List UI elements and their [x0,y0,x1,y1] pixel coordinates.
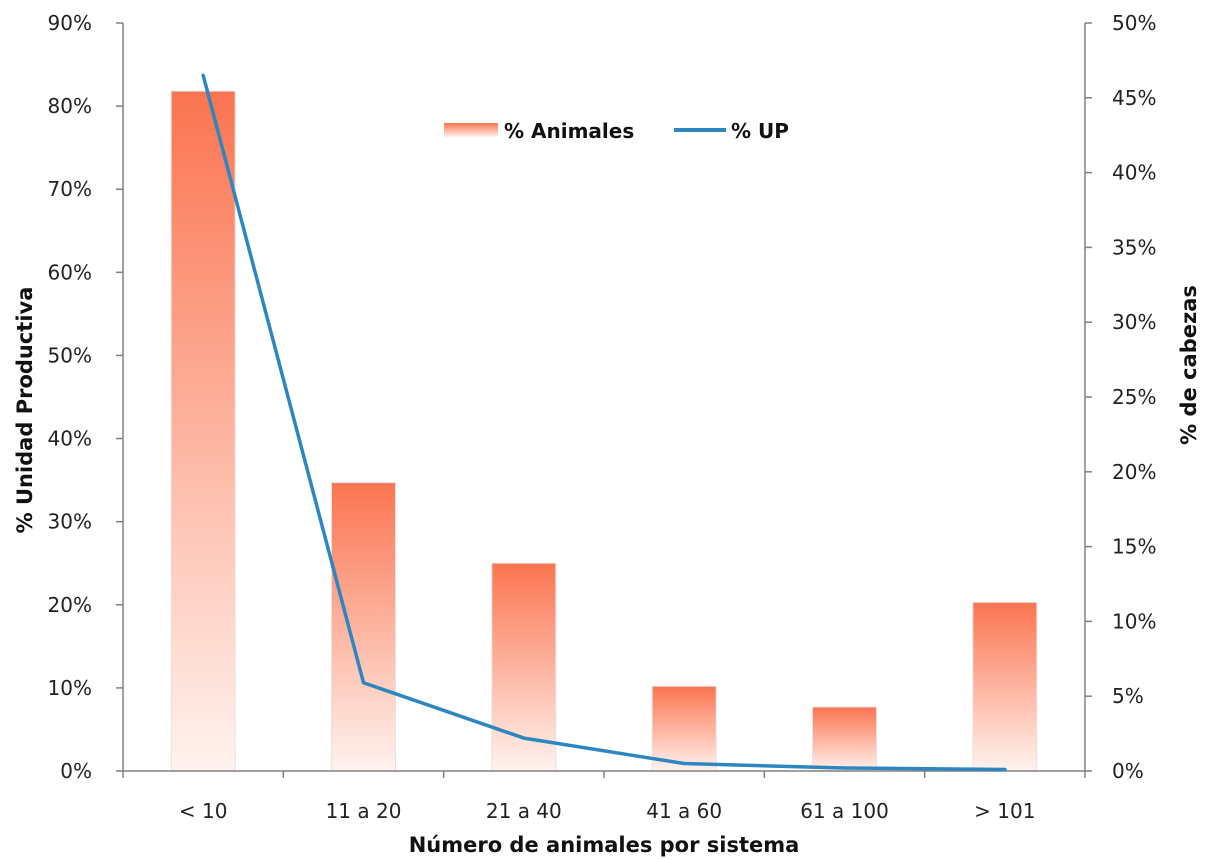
y-tick-label: 60% [48,260,92,284]
y2-tick-label: 10% [1112,609,1156,633]
x-tick-label: 21 a 40 [486,799,562,823]
bar [651,685,717,772]
y-tick-label: 0% [60,759,92,783]
y2-tick-label: 5% [1112,684,1144,708]
y-tick-label: 40% [48,427,92,451]
y2-axis-title: % de cabezas [1177,285,1201,445]
bar [972,601,1038,772]
series-line [201,73,1007,772]
legend-swatch-bars [444,123,498,137]
y2-tick-label: 45% [1112,86,1156,110]
bar-series [170,90,1038,772]
x-axis-title: Número de animales por sistema [409,833,800,857]
x-tick-label: < 10 [179,799,228,823]
axes [116,22,1092,778]
y2-tick-label: 20% [1112,460,1156,484]
line-series [201,73,1007,772]
x-tick-label: 11 a 20 [326,799,402,823]
y-axis-title: % Unidad Productiva [13,287,37,534]
y-tick-label: 80% [48,94,92,118]
y-tick-label: 30% [48,510,92,534]
bar [331,482,396,772]
y2-tick-label: 25% [1112,385,1156,409]
x-tick-label: 41 a 60 [646,799,722,823]
legend-label-bars: % Animales [504,119,634,143]
x-tick-label: 61 a 100 [800,799,889,823]
y2-tick-label: 30% [1112,310,1156,334]
y2-tick-label: 15% [1112,535,1156,559]
y2-tick-label: 50% [1112,11,1156,35]
y2-tick-label: 0% [1112,759,1144,783]
bar [170,90,236,772]
x-tick-label: > 101 [974,799,1035,823]
y-tick-label: 70% [48,177,92,201]
y-tick-label: 10% [48,676,92,700]
y-tick-label: 20% [48,593,92,617]
legend-label-line: % UP [731,119,789,143]
y-tick-label: 90% [48,11,92,35]
legend: % Animales % UP [444,119,789,143]
y2-tick-label: 35% [1112,235,1156,259]
bar [812,706,877,772]
tick-labels: 0% 10% 20% 30% 40% 50% 60% 70% 80% 90% 0% 5% 10% 15% 2… [48,11,1157,823]
y-tick-label: 50% [48,343,92,367]
y2-tick-label: 40% [1112,161,1156,185]
